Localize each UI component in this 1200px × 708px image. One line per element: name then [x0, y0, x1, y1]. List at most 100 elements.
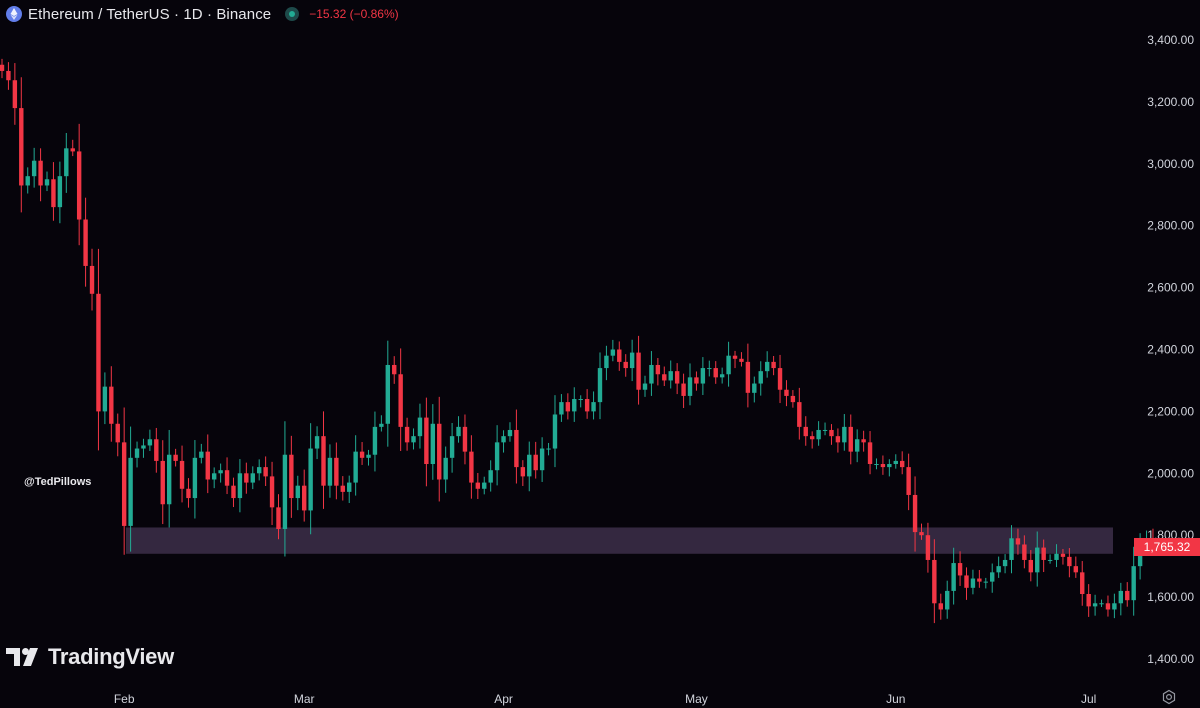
- candle-body: [1073, 566, 1079, 573]
- candle: [96, 248, 101, 451]
- candle-body: [276, 507, 281, 530]
- candle: [887, 459, 892, 477]
- candle: [919, 523, 924, 540]
- candle: [430, 404, 436, 480]
- candle: [835, 428, 841, 453]
- candle: [353, 435, 358, 496]
- candle-body: [359, 451, 365, 458]
- candle-body: [269, 476, 275, 508]
- candle-body: [449, 436, 455, 458]
- x-tick-label: Mar: [294, 692, 315, 706]
- price-axis[interactable]: 3,400.00 3,200.00 3,000.00 2,800.00 2,600.00…: [1147, 33, 1194, 666]
- candle-body: [822, 429, 828, 431]
- candle: [642, 375, 648, 397]
- candle: [707, 360, 712, 377]
- candle: [211, 467, 217, 489]
- candle: [269, 461, 275, 525]
- candle-body: [1086, 594, 1091, 607]
- candle-body: [121, 442, 127, 526]
- candle: [912, 476, 918, 552]
- candle: [12, 63, 18, 125]
- candle-body: [816, 429, 821, 440]
- candle: [842, 414, 847, 451]
- candle-body: [154, 439, 159, 461]
- candle: [584, 389, 590, 419]
- y-tick-label: 2,600.00: [1147, 281, 1194, 295]
- candle: [623, 354, 628, 377]
- candle-body: [591, 402, 596, 412]
- candle: [321, 411, 326, 509]
- candle: [758, 361, 763, 396]
- candle-body: [1009, 538, 1014, 560]
- candle-body: [289, 454, 294, 499]
- candle: [385, 340, 390, 447]
- candle-body: [244, 473, 249, 483]
- candle: [970, 569, 976, 595]
- candle: [662, 366, 667, 387]
- candle: [983, 577, 988, 589]
- ethereum-logo-icon[interactable]: [6, 6, 22, 22]
- market-status-dot-icon[interactable]: [285, 7, 300, 21]
- candle-body: [263, 467, 268, 477]
- symbol-title[interactable]: Ethereum / TetherUS · 1D · Binance: [28, 5, 272, 23]
- candle-body: [173, 454, 178, 461]
- candle-body: [919, 532, 924, 536]
- candle: [0, 58, 5, 79]
- candle-body: [186, 488, 191, 499]
- candle: [854, 429, 860, 463]
- candle: [745, 343, 751, 408]
- candle: [186, 478, 191, 508]
- gear-icon[interactable]: [1160, 688, 1178, 706]
- candle: [462, 414, 468, 465]
- candle-body: [199, 451, 204, 458]
- candle: [404, 417, 410, 451]
- candle-body: [19, 108, 24, 186]
- candle: [366, 449, 371, 466]
- candle: [803, 416, 808, 446]
- candle-body: [327, 457, 333, 486]
- candle-body: [854, 439, 860, 452]
- candle: [379, 415, 384, 432]
- candle-body: [237, 473, 243, 499]
- candle: [443, 446, 448, 493]
- candle-body: [321, 436, 326, 486]
- candle-body: [430, 423, 436, 465]
- candle: [649, 351, 654, 396]
- candle: [713, 361, 718, 384]
- candle: [539, 437, 545, 482]
- candle: [372, 411, 378, 472]
- candle-body: [900, 460, 905, 468]
- candle-body: [482, 482, 487, 489]
- candle: [1009, 525, 1014, 574]
- chart-header: Ethereum / TetherUS · 1D · Binance −15.3…: [6, 4, 399, 24]
- candle: [925, 522, 931, 573]
- candle-body: [31, 160, 37, 177]
- candle-body: [707, 368, 712, 370]
- candle: [771, 355, 776, 376]
- x-tick-label: May: [685, 692, 708, 706]
- candle-body: [726, 355, 731, 375]
- candle-body: [681, 383, 686, 396]
- candle-body: [302, 485, 307, 511]
- candle-body: [636, 352, 641, 390]
- candle: [809, 431, 815, 449]
- candle: [411, 428, 416, 450]
- candle-body: [668, 371, 673, 381]
- candle: [308, 423, 313, 535]
- candle: [417, 403, 423, 449]
- last-price-label: 1,765.32: [1134, 538, 1200, 556]
- candle-body: [797, 402, 802, 427]
- candle-body: [546, 448, 551, 450]
- candle-body: [218, 470, 223, 474]
- candle-body: [597, 368, 603, 403]
- tradingview-watermark[interactable]: TradingView: [6, 644, 174, 670]
- candle-body: [874, 464, 879, 466]
- candle: [44, 171, 50, 192]
- y-tick-label: 2,000.00: [1147, 466, 1194, 480]
- candle: [906, 453, 911, 511]
- time-axis[interactable]: Feb Mar Apr May Jun Jul: [114, 692, 1097, 706]
- y-tick-label: 2,800.00: [1147, 219, 1194, 233]
- candle: [1092, 594, 1098, 616]
- candle-body: [1015, 538, 1021, 545]
